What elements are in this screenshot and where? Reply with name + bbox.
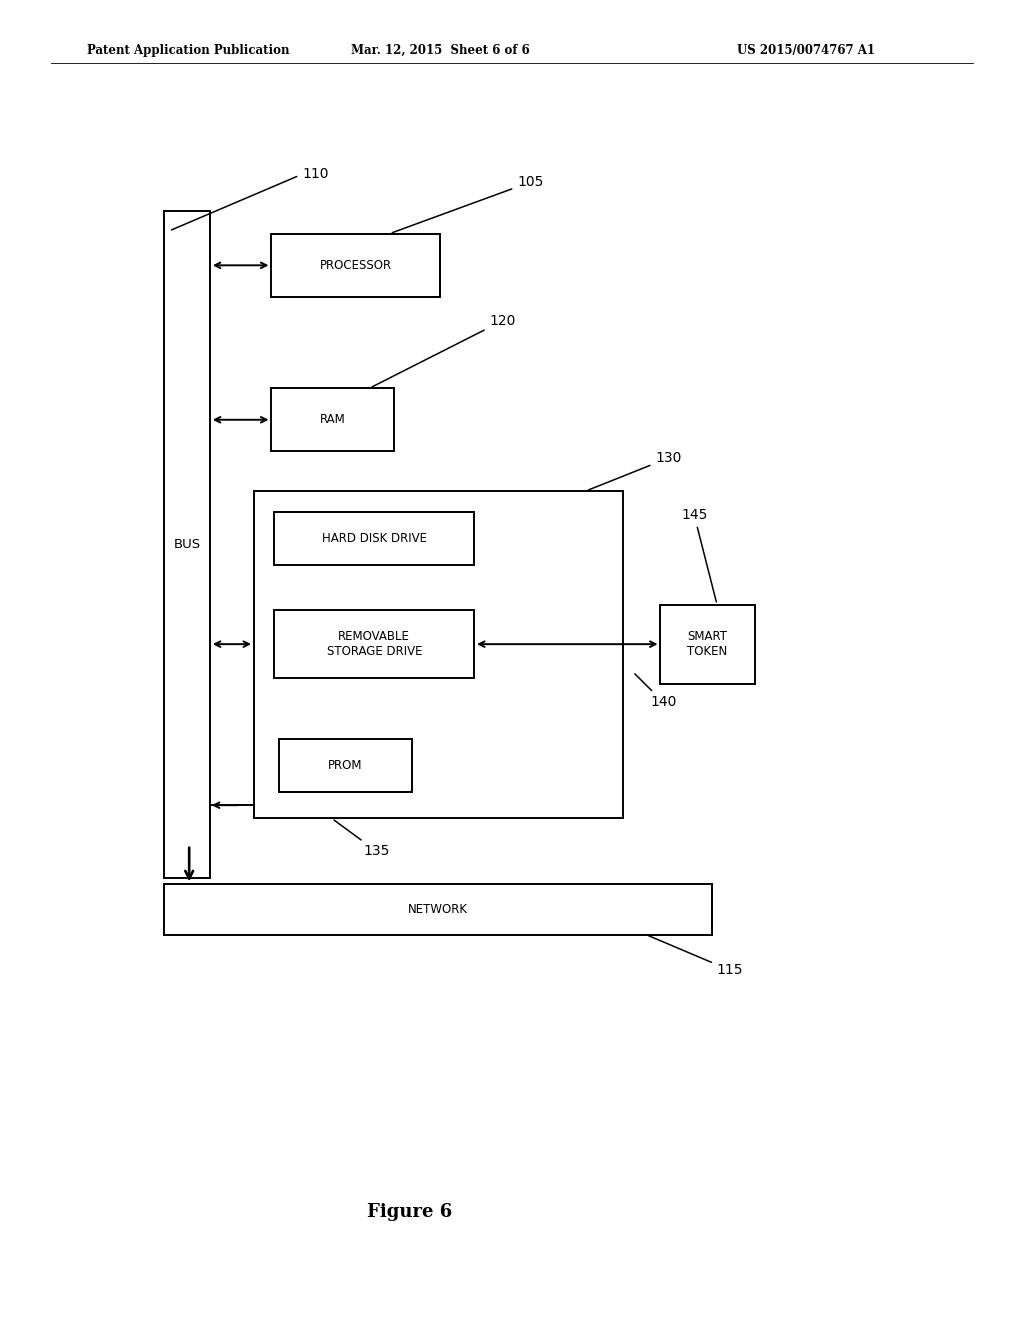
Text: RAM: RAM: [319, 413, 346, 426]
Bar: [271, 234, 440, 297]
Bar: [274, 610, 474, 678]
Bar: [271, 388, 394, 451]
Bar: [164, 884, 712, 935]
Bar: [164, 211, 210, 878]
Text: 135: 135: [334, 820, 390, 858]
Bar: [660, 605, 755, 684]
Bar: [279, 739, 412, 792]
Text: 110: 110: [171, 168, 329, 230]
Text: 130: 130: [589, 451, 682, 490]
Text: US 2015/0074767 A1: US 2015/0074767 A1: [737, 44, 876, 57]
Text: Patent Application Publication: Patent Application Publication: [87, 44, 290, 57]
Text: 140: 140: [635, 673, 677, 709]
Bar: [274, 512, 474, 565]
Text: Figure 6: Figure 6: [367, 1203, 453, 1221]
Text: PROM: PROM: [328, 759, 362, 772]
Text: 145: 145: [681, 508, 717, 602]
Text: SMART
TOKEN: SMART TOKEN: [687, 630, 728, 659]
Text: REMOVABLE
STORAGE DRIVE: REMOVABLE STORAGE DRIVE: [327, 630, 422, 659]
Text: PROCESSOR: PROCESSOR: [319, 259, 392, 272]
Text: 115: 115: [648, 936, 743, 977]
Text: Mar. 12, 2015  Sheet 6 of 6: Mar. 12, 2015 Sheet 6 of 6: [351, 44, 529, 57]
Text: BUS: BUS: [173, 539, 201, 550]
Text: NETWORK: NETWORK: [408, 903, 468, 916]
Bar: [254, 491, 623, 818]
Text: 120: 120: [372, 314, 516, 387]
Text: HARD DISK DRIVE: HARD DISK DRIVE: [322, 532, 427, 545]
Text: 105: 105: [392, 176, 544, 232]
